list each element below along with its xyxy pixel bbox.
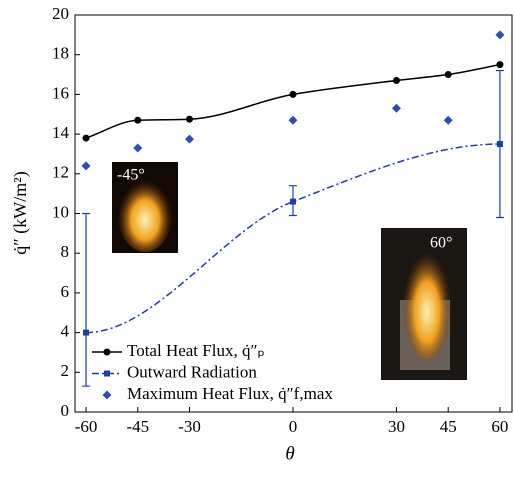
point <box>288 116 297 125</box>
y-tick-label: 10 <box>52 202 69 221</box>
inset-photo <box>381 228 467 380</box>
point <box>289 91 296 98</box>
point <box>133 143 142 152</box>
x-axis-label: θ <box>285 443 294 464</box>
y-tick-label: 14 <box>52 123 70 142</box>
y-tick-label: 16 <box>52 83 69 102</box>
x-tick-label: 60 <box>491 417 508 436</box>
point <box>82 161 91 170</box>
y-tick-label: 12 <box>52 163 69 182</box>
legend-label: Total Heat Flux, q̇″ₚ <box>127 341 265 360</box>
point <box>495 30 504 39</box>
series-line <box>86 65 500 138</box>
inset-label: 60° <box>430 235 452 252</box>
x-tick-label: -60 <box>75 417 98 436</box>
point <box>392 104 401 113</box>
inset-label: -45° <box>117 167 145 184</box>
x-tick-label: 30 <box>388 417 405 436</box>
y-tick-label: 8 <box>61 242 70 261</box>
point <box>134 117 141 124</box>
legend-marker <box>104 371 110 377</box>
y-tick-label: 18 <box>52 44 69 63</box>
legend-marker <box>104 349 111 356</box>
y-tick-label: 4 <box>61 322 70 341</box>
y-tick-label: 2 <box>61 361 70 380</box>
y-tick-label: 20 <box>52 4 69 23</box>
point <box>83 330 89 336</box>
point <box>497 141 503 147</box>
point <box>186 116 193 123</box>
point <box>290 199 296 205</box>
point <box>444 116 453 125</box>
y-axis-label: q̇″ (kW/m²) <box>10 171 31 254</box>
legend-marker <box>103 391 112 400</box>
legend-label: Maximum Heat Flux, q̇″f,max <box>127 384 333 403</box>
x-tick-label: 45 <box>440 417 457 436</box>
point <box>445 71 452 78</box>
point <box>393 77 400 84</box>
point <box>83 135 90 142</box>
legend-label: Outward Radiation <box>127 362 257 381</box>
x-tick-label: 0 <box>289 417 298 436</box>
x-tick-label: -45 <box>126 417 149 436</box>
y-tick-label: 0 <box>61 401 70 420</box>
error-bar <box>82 214 90 387</box>
point <box>185 135 194 144</box>
chart: -45° 60° θ q̇″ (kW/m²) -60 -45 -30 0 30 45 60 0… <box>0 0 515 473</box>
x-tick-label: -30 <box>178 417 201 436</box>
point <box>496 61 503 68</box>
y-tick-label: 6 <box>61 282 70 301</box>
